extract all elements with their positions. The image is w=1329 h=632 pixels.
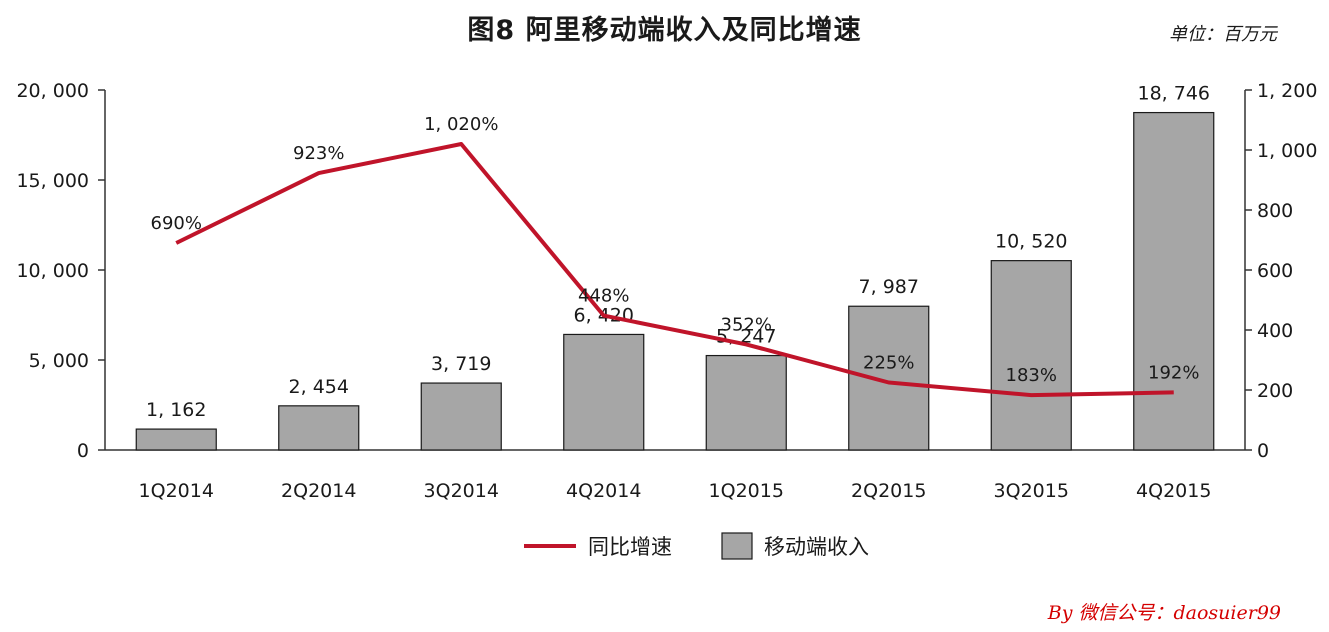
left-tick-label: 0 xyxy=(77,440,89,462)
right-tick-label: 1, 000 xyxy=(1257,140,1317,162)
bar-value-label: 10, 520 xyxy=(995,231,1068,253)
bar-series xyxy=(135,111,1215,451)
bar-value-label: 2, 454 xyxy=(289,376,349,398)
x-tick-label: 3Q2014 xyxy=(424,480,499,502)
line-data-labels: 690% 923% 1, 020% 448% 352% 225% 183% 192% xyxy=(151,114,1200,386)
bar xyxy=(420,382,502,451)
x-tick-label: 2Q2014 xyxy=(281,480,356,502)
line-value-label: 923% xyxy=(293,143,344,164)
unit-note: 单位：百万元 xyxy=(1169,24,1277,45)
watermark-credit: By 微信公号：daosuier99 xyxy=(1047,602,1281,624)
left-tick-label: 15, 000 xyxy=(16,170,89,192)
x-tick-label: 1Q2015 xyxy=(709,480,784,502)
bar-value-label: 7, 987 xyxy=(859,276,919,298)
bar-value-label: 18, 746 xyxy=(1137,83,1210,105)
bar xyxy=(1133,111,1215,451)
x-tick-label: 2Q2015 xyxy=(851,480,926,502)
x-tick-label: 1Q2014 xyxy=(139,480,214,502)
right-tick-label: 400 xyxy=(1257,320,1293,342)
bar xyxy=(278,405,360,451)
legend: 同比增速 移动端收入 xyxy=(524,532,869,560)
line-value-label: 448% xyxy=(578,286,629,307)
right-tick-label: 1, 200 xyxy=(1257,80,1317,102)
line-value-label: 690% xyxy=(151,213,202,234)
line-value-label: 225% xyxy=(863,353,914,374)
bar xyxy=(135,428,217,451)
right-tick-label: 800 xyxy=(1257,200,1293,222)
left-tick-label: 10, 000 xyxy=(16,260,89,282)
bar-value-label: 3, 719 xyxy=(431,353,491,375)
line-value-label: 192% xyxy=(1148,362,1199,383)
line-value-label: 1, 020% xyxy=(424,114,498,135)
line-value-label: 183% xyxy=(1006,365,1057,386)
legend-bar-swatch xyxy=(721,532,753,560)
x-tick-label: 4Q2014 xyxy=(566,480,641,502)
right-tick-label: 600 xyxy=(1257,260,1293,282)
x-tick-label: 4Q2015 xyxy=(1136,480,1211,502)
bar xyxy=(990,260,1072,451)
bar xyxy=(705,354,787,451)
bar xyxy=(848,305,930,451)
chart-title: 图8 阿里移动端收入及同比增速 xyxy=(467,15,862,46)
bar xyxy=(563,333,645,451)
x-tick-label: 3Q2015 xyxy=(994,480,1069,502)
bar-value-label: 1, 162 xyxy=(146,399,206,421)
right-tick-label: 0 xyxy=(1257,440,1269,462)
growth-line xyxy=(175,142,1174,398)
left-tick-label: 20, 000 xyxy=(16,80,89,102)
right-tick-label: 200 xyxy=(1257,380,1293,402)
line-series xyxy=(175,142,1174,398)
axes: 0 5, 000 10, 000 15, 000 20, 000 0 200 400 600 80… xyxy=(16,80,1317,502)
legend-label: 同比增速 xyxy=(588,535,672,559)
line-value-label: 352% xyxy=(721,314,772,335)
left-tick-label: 5, 000 xyxy=(29,350,89,372)
legend-label: 移动端收入 xyxy=(764,535,869,559)
